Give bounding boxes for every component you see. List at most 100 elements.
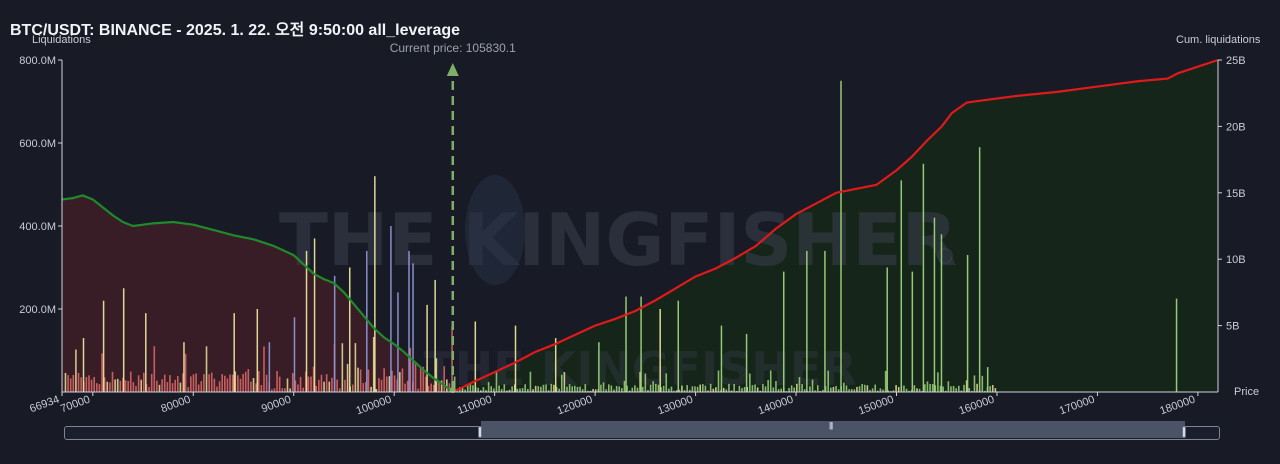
liquidation-bar-small (965, 380, 968, 392)
liquidation-bar-small (738, 385, 741, 392)
x-tick-label: 90000 (260, 394, 293, 416)
y-tick-label: 600.0M (19, 138, 56, 150)
liquidation-bar-small (861, 384, 863, 392)
liquidation-bar-small (224, 375, 226, 392)
liquidation-bar-small (796, 383, 798, 392)
liquidation-bar-small (743, 387, 746, 392)
liquidation-bar (911, 271, 914, 392)
x-tick-label: 170000 (1058, 394, 1097, 418)
liquidation-bar (886, 267, 888, 392)
liquidation-bar-small (644, 373, 647, 392)
liquidation-bar-small (315, 385, 318, 392)
liquidation-bar-small (660, 387, 662, 392)
liquidation-bar-small (448, 383, 451, 392)
range-window-top (481, 421, 1185, 428)
liquidation-bar-small (545, 384, 547, 392)
liquidation-bar (102, 300, 105, 392)
liquidation-bar-small (989, 386, 991, 392)
liquidation-bar-small (550, 383, 553, 392)
liquidation-bar-small (850, 389, 853, 392)
liquidation-bar-small (798, 377, 801, 392)
long-cum-line (61, 194, 454, 393)
liquidation-bar-small (589, 390, 592, 392)
liquidation-bar-small (396, 379, 399, 392)
liquidation-bar-small (344, 379, 346, 392)
liquidation-bar-small (607, 384, 610, 392)
liquidation-bar-small (837, 389, 840, 392)
liquidation-bar-small (675, 390, 678, 392)
liquidation-bar-small (161, 379, 163, 392)
liquidation-bar (256, 309, 259, 392)
liquidation-bar (412, 263, 414, 392)
liquidation-bar-small (605, 389, 607, 392)
liquidation-bar-small (527, 388, 529, 392)
liquidation-bar-small (615, 385, 618, 392)
grip-icon[interactable]: ||| (829, 421, 833, 430)
liquidation-bar-small (947, 381, 950, 392)
liquidation-bar-small (72, 374, 75, 392)
liquidation-bar-small (866, 385, 869, 392)
y2-tick-label: 15B (1226, 188, 1246, 200)
liquidation-bar (806, 250, 808, 392)
liquidation-bar-small (665, 373, 668, 392)
y-axis-title: Liquidations (32, 34, 91, 46)
liquidation-bar-small (440, 380, 443, 392)
range-handle-left[interactable] (478, 426, 482, 438)
liquidation-bar (333, 275, 336, 392)
liquidation-bar-small (252, 378, 255, 392)
liquidation-bar (659, 309, 661, 392)
liquidation-bar (397, 292, 399, 392)
liquidation-bar-small (378, 378, 380, 392)
liquidation-bar-small (354, 343, 357, 392)
liquidation-bar-small (848, 389, 850, 392)
liquidation-bar (348, 267, 351, 392)
liquidation-bar-small (101, 353, 103, 392)
liquidation-bar-small (231, 374, 234, 392)
liquidation-bar-small (119, 380, 122, 392)
liquidation-bar-small (210, 372, 213, 392)
x-tick-label: 66934 (28, 394, 61, 416)
liquidation-bar-small (576, 386, 579, 392)
liquidation-bar-small (129, 371, 132, 392)
liquidation-bar-small (171, 383, 174, 392)
liquidation-bar-small (657, 384, 660, 392)
liquidation-bar-small (712, 388, 715, 392)
x-tick-label: 70000 (59, 394, 92, 416)
liquidation-bar-small (116, 378, 119, 392)
liquidation-bar-small (323, 381, 325, 392)
liquidation-bar-small (984, 390, 986, 392)
range-scrollbar[interactable]: ||| (64, 421, 1220, 440)
range-handle-right[interactable] (1182, 426, 1186, 438)
liquidation-bar-small (98, 384, 101, 392)
x-axis-title: Price (1234, 386, 1260, 398)
liquidation-bar-small (937, 372, 939, 392)
liquidation-bar-small (404, 383, 406, 392)
liquidation-bar-small (182, 373, 184, 392)
liquidation-bar-small (69, 378, 72, 392)
y-tick-label: 200.0M (19, 304, 56, 316)
liquidation-bar-small (435, 358, 438, 392)
liquidation-bar-small (897, 387, 900, 392)
liquidation-bar-small (621, 388, 623, 392)
liquidation-bar-small (814, 390, 816, 392)
x-tick-label: 150000 (857, 394, 896, 418)
liquidation-bar (390, 226, 392, 392)
liquidation-bar-small (487, 382, 490, 392)
liquidation-bar-small (260, 385, 263, 392)
liquidation-bar-small (553, 384, 555, 392)
liquidation-bar-small (383, 368, 385, 392)
liquidation-bar (145, 313, 147, 392)
liquidation-bar-small (830, 387, 832, 392)
liquidation-bar (366, 250, 368, 392)
liquidation-bar (313, 238, 316, 392)
liquidation-bar (677, 300, 680, 392)
liquidation-bar-small (688, 389, 691, 392)
liquidation-bar-small (560, 374, 563, 392)
liquidation-bar-small (307, 376, 310, 392)
liquidation-bar-small (93, 376, 96, 392)
liquidation-bar-small (571, 386, 574, 392)
range-window[interactable]: ||| (481, 421, 1185, 438)
y-tick-label: 400.0M (19, 221, 56, 233)
liquidation-bar-small (169, 375, 171, 392)
